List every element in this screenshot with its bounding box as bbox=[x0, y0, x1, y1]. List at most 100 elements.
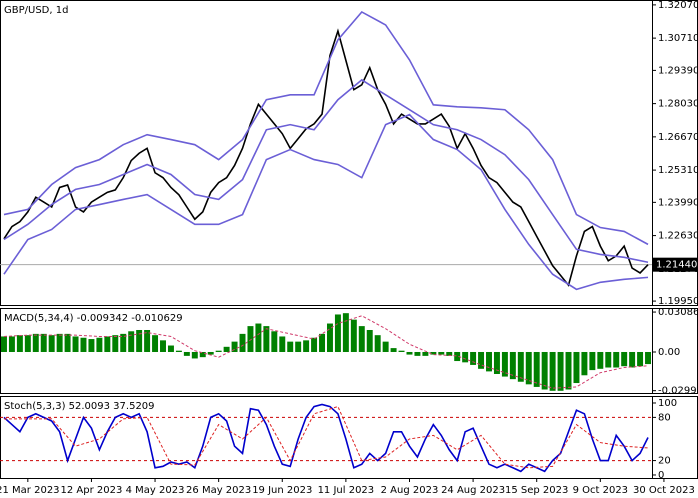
histogram-bar bbox=[637, 351, 644, 367]
x-tick-label: 24 Aug 2023 bbox=[441, 485, 505, 496]
histogram-bar bbox=[406, 351, 413, 355]
y-tick-label: 1.32070 bbox=[658, 0, 698, 11]
series-line bbox=[3, 403, 649, 473]
histogram-bar bbox=[390, 348, 397, 352]
histogram-bar bbox=[295, 341, 302, 352]
x-tick-label: 30 Oct 2023 bbox=[633, 485, 695, 496]
histogram-bar bbox=[358, 326, 365, 352]
panel-title: GBP/USD, 1d bbox=[4, 5, 68, 16]
series-line bbox=[3, 113, 649, 291]
histogram-bar bbox=[501, 351, 508, 377]
histogram-bar bbox=[334, 314, 341, 352]
y-tick-label: 0 bbox=[658, 470, 664, 481]
panel-title: MACD(5,34,4) -0.009342 -0.010629 bbox=[4, 313, 183, 324]
histogram-bar bbox=[342, 313, 349, 352]
histogram-bar bbox=[597, 351, 604, 369]
histogram-bar bbox=[462, 351, 469, 363]
histogram-bar bbox=[382, 341, 389, 352]
histogram-bar bbox=[56, 333, 63, 352]
histogram-bar bbox=[311, 337, 318, 352]
histogram-bar bbox=[255, 323, 262, 352]
histogram-bar bbox=[80, 337, 87, 352]
histogram-bar bbox=[231, 341, 238, 352]
histogram-bar bbox=[303, 340, 310, 352]
histogram-bar bbox=[478, 351, 485, 369]
histogram-bar bbox=[287, 341, 294, 352]
x-tick-label: 26 May 2023 bbox=[186, 485, 251, 496]
histogram-bar bbox=[64, 333, 71, 352]
histogram-bar bbox=[24, 335, 31, 352]
series-line bbox=[3, 78, 649, 264]
histogram-bar bbox=[525, 351, 532, 385]
x-tick-label: 11 Jul 2023 bbox=[318, 485, 375, 496]
histogram-bar bbox=[573, 351, 580, 384]
histogram-bar bbox=[183, 351, 190, 356]
histogram-bar bbox=[16, 335, 23, 352]
histogram-bar bbox=[0, 336, 7, 352]
x-tick-label: 12 Apr 2023 bbox=[61, 485, 123, 496]
histogram-bar bbox=[144, 329, 151, 352]
histogram-bar bbox=[414, 351, 421, 356]
histogram-bar bbox=[350, 319, 357, 352]
y-tick-label: 80 bbox=[658, 412, 671, 423]
x-tick-label: 4 May 2023 bbox=[126, 485, 185, 496]
series-line bbox=[3, 10, 649, 246]
histogram-bar bbox=[136, 329, 143, 352]
histogram-bar bbox=[160, 340, 166, 352]
histogram-bar bbox=[470, 351, 477, 365]
histogram-bar bbox=[486, 351, 492, 372]
histogram-bar bbox=[167, 345, 174, 352]
histogram-bar bbox=[72, 336, 79, 352]
histogram-bar bbox=[438, 351, 445, 355]
histogram-bar bbox=[446, 351, 453, 356]
histogram-bar bbox=[319, 333, 326, 352]
x-tick-label: 2 Aug 2023 bbox=[381, 485, 439, 496]
histogram-bar bbox=[263, 326, 270, 352]
histogram-bar bbox=[517, 351, 524, 382]
histogram-bar bbox=[557, 351, 564, 391]
histogram-bar bbox=[621, 351, 628, 367]
histogram-bar bbox=[247, 326, 254, 352]
histogram-bar bbox=[152, 335, 159, 352]
histogram-bar bbox=[207, 351, 214, 355]
series-line bbox=[3, 405, 649, 469]
histogram-bar bbox=[398, 350, 405, 352]
histogram-bar bbox=[112, 335, 119, 352]
histogram-bar bbox=[366, 329, 373, 352]
series-line bbox=[3, 315, 649, 389]
histogram-bar bbox=[191, 351, 198, 359]
histogram-bar bbox=[629, 351, 636, 368]
histogram-bar bbox=[128, 331, 135, 352]
y-tick-label: 20 bbox=[658, 456, 671, 467]
histogram-bar bbox=[493, 351, 500, 374]
histogram-bar bbox=[565, 351, 572, 390]
histogram-bar bbox=[104, 336, 111, 352]
histogram-bar bbox=[613, 351, 620, 368]
histogram-bar bbox=[279, 336, 286, 352]
y-tick-label: 1.30710 bbox=[658, 33, 698, 44]
histogram-bar bbox=[175, 350, 182, 352]
y-tick-label: 1.29390 bbox=[658, 65, 698, 76]
y-tick-label: 0.030863 bbox=[658, 307, 698, 318]
histogram-bar bbox=[223, 346, 230, 352]
histogram-bar bbox=[326, 323, 333, 352]
y-tick-label: 1.23990 bbox=[658, 197, 698, 208]
y-tick-label: -0.0299 bbox=[658, 386, 697, 397]
histogram-bar bbox=[120, 333, 127, 352]
histogram-bar bbox=[605, 351, 612, 368]
histogram-bar bbox=[589, 351, 596, 371]
histogram-bar bbox=[32, 333, 39, 352]
y-tick-label: 0.00 bbox=[658, 347, 680, 358]
histogram-bar bbox=[509, 351, 516, 380]
histogram-bar bbox=[215, 350, 222, 352]
histogram-bar bbox=[40, 333, 47, 352]
histogram-bar bbox=[199, 351, 206, 358]
histogram-bar bbox=[239, 333, 246, 352]
histogram-bar bbox=[581, 351, 588, 376]
y-tick-label: 1.25310 bbox=[658, 165, 698, 176]
histogram-bar bbox=[454, 351, 461, 362]
y-tick-label: 1.28030 bbox=[658, 99, 698, 110]
